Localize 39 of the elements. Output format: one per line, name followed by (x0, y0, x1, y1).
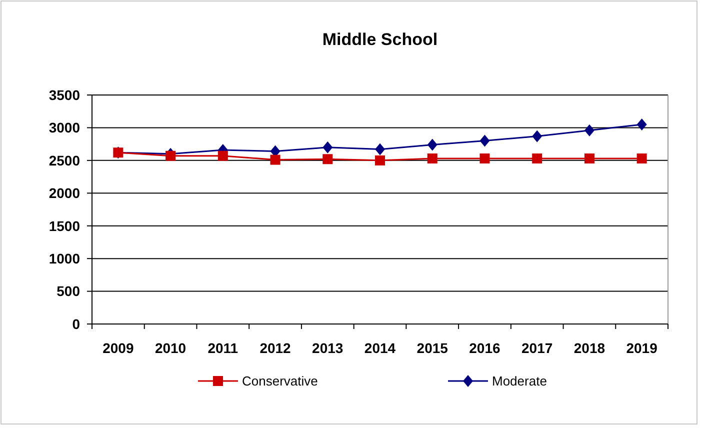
point (636, 153, 647, 164)
x-tick-label: 2012 (260, 340, 292, 356)
x-tick-label: 2017 (522, 340, 553, 356)
x-tick-label: 2019 (626, 340, 658, 356)
point (427, 153, 438, 164)
legend-label: Moderate (492, 374, 547, 389)
point (270, 154, 280, 165)
point (532, 130, 542, 142)
x-tick-label: 2014 (364, 340, 396, 356)
point (532, 153, 542, 164)
x-tick-label: 2011 (208, 340, 238, 356)
legend-label: Conservative (242, 374, 318, 389)
point (584, 153, 594, 164)
y-tick-label: 500 (56, 283, 80, 300)
y-tick-label: 2500 (48, 152, 80, 168)
point (166, 150, 176, 161)
x-tick-label: 2013 (312, 340, 344, 356)
y-tick-label: 1500 (48, 218, 80, 234)
x-tick-label: 2015 (416, 340, 448, 356)
y-tick-label: 3000 (48, 120, 80, 136)
point (375, 155, 385, 166)
point (480, 134, 490, 147)
y-tick-label: 2000 (48, 185, 80, 202)
chart-title: Middle School (322, 30, 438, 49)
y-tick-label: 3500 (48, 86, 80, 103)
x-tick-label: 2016 (469, 340, 501, 356)
point (218, 150, 228, 161)
point (375, 143, 385, 156)
x-tick-label: 2018 (574, 340, 606, 356)
point (322, 154, 333, 164)
point (584, 124, 594, 136)
y-tick-label: 0 (72, 316, 80, 332)
y-tick-label: 1000 (48, 250, 80, 266)
x-tick-label: 2009 (102, 340, 134, 356)
point (427, 138, 438, 151)
point (322, 141, 333, 154)
point (636, 118, 647, 130)
point (480, 153, 490, 164)
x-tick-label: 2010 (154, 340, 186, 356)
